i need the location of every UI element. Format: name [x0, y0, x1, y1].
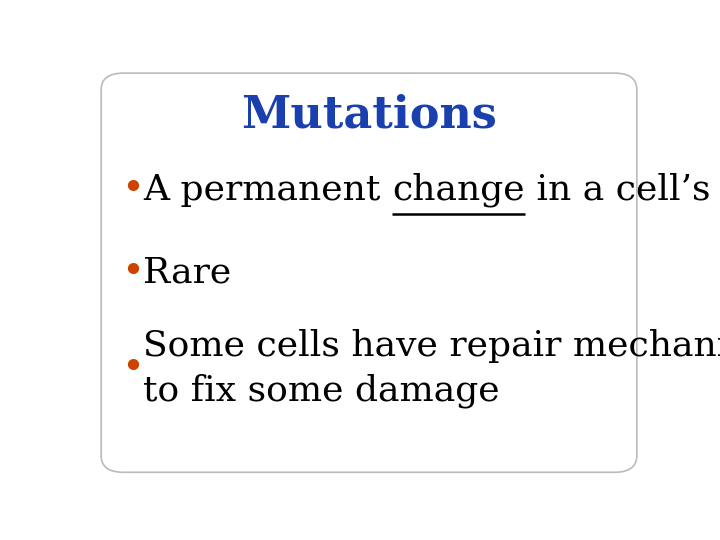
- Text: Mutations: Mutations: [241, 93, 497, 136]
- Text: A permanent: A permanent: [143, 173, 392, 206]
- Text: change: change: [392, 172, 524, 207]
- Text: •: •: [121, 254, 144, 291]
- Text: •: •: [121, 171, 144, 208]
- FancyBboxPatch shape: [101, 73, 637, 472]
- Text: Some cells have repair mechanisms
to fix some damage: Some cells have repair mechanisms to fix…: [143, 329, 720, 408]
- Text: in a cell’s DNA: in a cell’s DNA: [524, 173, 720, 206]
- Text: •: •: [121, 350, 144, 387]
- Text: Rare: Rare: [143, 256, 231, 289]
